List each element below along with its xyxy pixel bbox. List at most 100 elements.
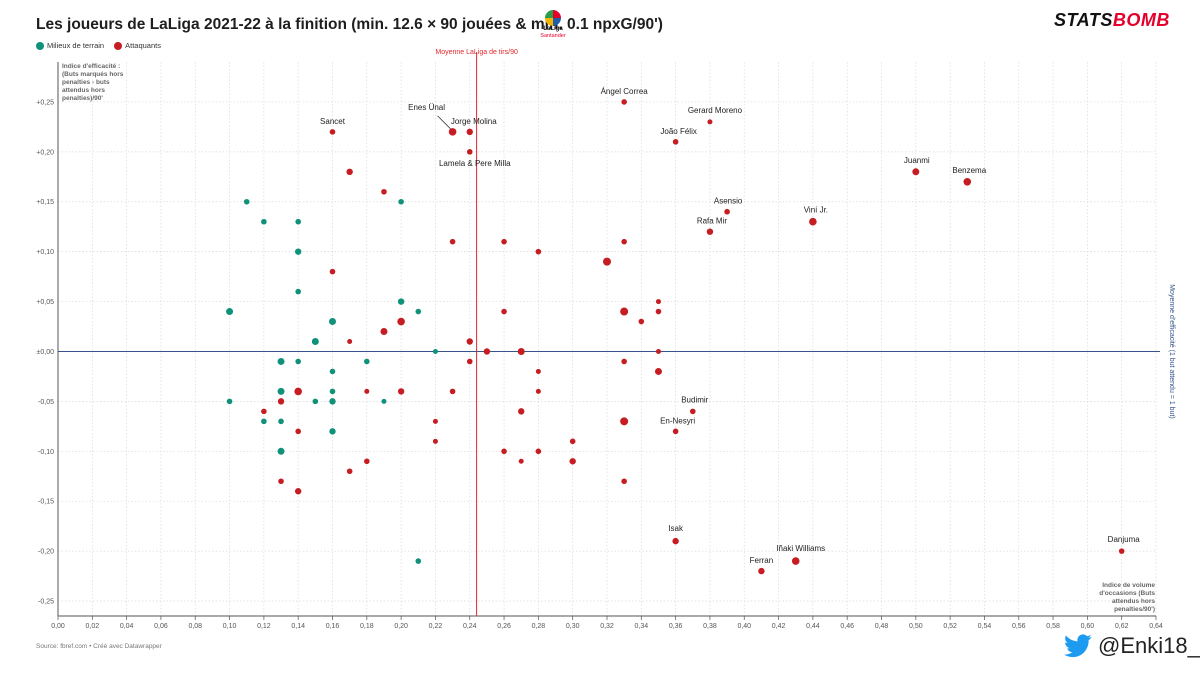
- x-tick-label: 0,32: [600, 623, 614, 630]
- legend-label-attackers: Attaquants: [125, 41, 161, 50]
- chart-title: Les joueurs de LaLiga 2021-22 à la finit…: [36, 16, 663, 33]
- x-tick-label: 0,14: [291, 623, 305, 630]
- attacker-point: [518, 458, 524, 464]
- x-tick-label: 0,46: [840, 623, 854, 630]
- attacker-point: [294, 488, 302, 495]
- laliga-logo-sponsor: Santander: [540, 33, 566, 39]
- x-tick-label: 0,10: [223, 623, 237, 630]
- attacker-point: [397, 317, 405, 326]
- legend-item-midfielders: Milieux de terrain: [36, 41, 104, 50]
- midfielder-point: [226, 398, 233, 405]
- point-label: João Félix: [660, 127, 696, 136]
- attacker-point: [621, 99, 627, 105]
- twitter-bird-icon: [1064, 634, 1092, 658]
- attacker-point: [329, 129, 336, 135]
- midfielder-point: [364, 358, 370, 365]
- midfielder-point: [278, 418, 284, 425]
- x-tick-label: 0,60: [1081, 623, 1095, 630]
- x-tick-label: 0,00: [51, 623, 65, 630]
- attacker-point: [621, 238, 627, 245]
- attacker-point: [963, 177, 972, 186]
- x-tick-label: 0,22: [429, 623, 443, 630]
- attacker-point: [621, 478, 627, 485]
- attacker-point: [689, 408, 696, 415]
- laliga-logo: LaLiga Santander: [536, 10, 570, 46]
- midfielder-point: [311, 337, 319, 345]
- x-tick-label: 0,26: [497, 623, 511, 630]
- attacker-point: [294, 387, 302, 396]
- midfielder-point: [329, 318, 336, 326]
- x-axis-label: Indice de volume d'occasions (Buts attendu…: [1099, 582, 1155, 613]
- midfielder-point: [226, 308, 234, 316]
- x-tick-label: 0,50: [909, 623, 923, 630]
- source-note: Source: fbref.com • Créé avec Datawrappe…: [36, 643, 162, 650]
- x-tick-label: 0,18: [360, 623, 374, 630]
- point-label: Asensio: [714, 197, 743, 206]
- point-label: Budimir: [681, 395, 708, 404]
- attacker-point: [620, 307, 629, 316]
- attacker-point: [724, 208, 730, 215]
- attacker-point: [261, 408, 267, 415]
- point-label: Rafa Mir: [697, 217, 728, 226]
- midfielder-point: [415, 558, 422, 564]
- attacker-point: [569, 438, 576, 445]
- attacker-point: [501, 448, 507, 455]
- point-label: Jorge Molina: [451, 117, 497, 126]
- legend-dot-attackers: [114, 41, 123, 50]
- attacker-point: [466, 338, 473, 345]
- point-label: Sancet: [320, 117, 346, 126]
- attacker-point: [466, 149, 473, 155]
- x-tick-label: 0,38: [703, 623, 717, 630]
- attacker-point: [912, 168, 920, 176]
- attacker-point: [346, 468, 353, 475]
- attacker-point: [569, 458, 576, 465]
- attacker-point: [364, 458, 370, 465]
- attacker-point: [329, 268, 336, 275]
- laliga-logo-text: LaLiga: [543, 26, 563, 32]
- midfielder-point: [277, 387, 285, 395]
- y-tick-label: -0,25: [38, 599, 54, 606]
- midfielder-point: [432, 348, 438, 354]
- legend: Milieux de terrain Attaquants: [36, 41, 161, 50]
- attacker-point: [707, 119, 713, 125]
- attacker-point: [672, 139, 679, 145]
- attacker-point: [672, 428, 679, 435]
- attacker-point: [432, 418, 438, 424]
- y-tick-label: ±0,00: [37, 349, 55, 356]
- midfielder-point: [261, 218, 267, 225]
- twitter-handle[interactable]: @Enki18_: [1064, 633, 1200, 659]
- attacker-point: [449, 238, 456, 245]
- attacker-point: [535, 388, 541, 394]
- x-tick-label: 0,48: [875, 623, 889, 630]
- attacker-point: [758, 567, 765, 575]
- attacker-point: [655, 299, 661, 305]
- laliga-ball-icon: [545, 10, 561, 26]
- x-tick-label: 0,42: [772, 623, 786, 630]
- legend-dot-midfielders: [36, 41, 44, 50]
- attacker-point: [483, 348, 491, 355]
- attacker-point: [655, 348, 661, 354]
- y-tick-label: +0,15: [36, 199, 54, 206]
- x-tick-label: 0,16: [326, 623, 340, 630]
- midfielder-point: [295, 218, 301, 225]
- y-tick-label: -0,15: [38, 499, 54, 506]
- annotation-label: Enes Ünal: [408, 103, 445, 112]
- statsbomb-logo-part2: BOMB: [1112, 10, 1170, 30]
- y-tick-label: -0,05: [38, 399, 54, 406]
- attacker-point: [501, 238, 507, 245]
- attacker-point: [381, 188, 387, 195]
- attacker-point: [364, 388, 370, 394]
- attacker-point: [535, 248, 542, 255]
- point-label: Isak: [668, 524, 684, 533]
- reference-line-vertical-label: Moyenne LaLiga de tirs/90: [435, 49, 518, 56]
- midfielder-point: [381, 398, 387, 404]
- attacker-point: [706, 228, 714, 235]
- attacker-point: [347, 338, 353, 344]
- midfielder-point: [415, 308, 422, 315]
- attacker-point: [1118, 548, 1125, 554]
- attacker-point: [638, 318, 645, 325]
- attacker-point: [672, 537, 679, 545]
- midfielder-point: [329, 388, 336, 395]
- attacker-point: [448, 128, 457, 136]
- y-tick-label: +0,05: [36, 299, 54, 306]
